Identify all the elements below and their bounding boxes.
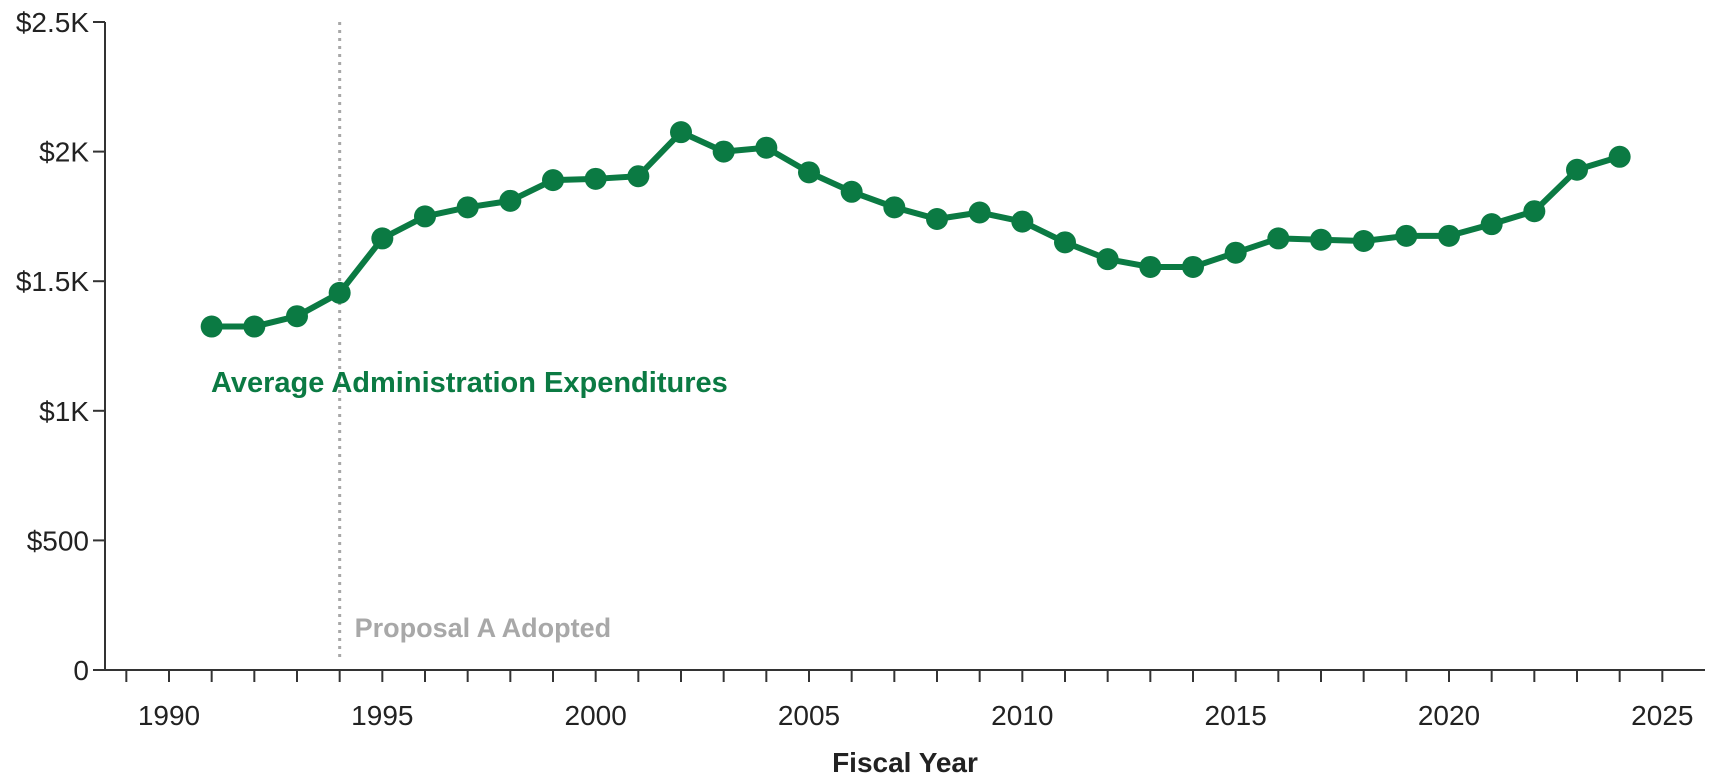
- x-tick-label: 2010: [991, 700, 1053, 731]
- data-point: [1523, 200, 1546, 223]
- data-point: [1096, 248, 1119, 271]
- data-point: [414, 205, 436, 228]
- y-tick-label: $1.5K: [16, 266, 89, 297]
- data-point: [883, 196, 906, 219]
- data-point: [542, 169, 564, 192]
- series-line: [208, 129, 1623, 330]
- data-point: [755, 136, 778, 159]
- data-point: [627, 165, 650, 188]
- data-point: [286, 305, 308, 328]
- data-point: [1352, 230, 1375, 253]
- y-tick-label: $2.5K: [16, 7, 89, 38]
- x-tick-label: 2015: [1205, 700, 1267, 731]
- data-point: [1438, 224, 1460, 247]
- data-point: [584, 167, 607, 190]
- y-axis-ticks: 0 $500 $1K $1.5K $2K $2.5K: [16, 7, 105, 686]
- y-tick-label: 0: [73, 655, 89, 686]
- data-point: [1608, 145, 1631, 168]
- data-point: [926, 207, 948, 230]
- x-axis-ticks: 1990 1995 2000 2005 2010 2015 2020 2025: [125, 670, 1693, 731]
- x-tick-label: 2025: [1631, 700, 1693, 731]
- x-tick-label: 1990: [138, 700, 200, 731]
- series-layer: [200, 121, 1631, 338]
- data-point: [1224, 241, 1247, 264]
- data-point: [1566, 158, 1588, 181]
- x-tick-label: 2000: [565, 700, 627, 731]
- data-point: [798, 161, 820, 184]
- data-point: [1310, 228, 1332, 251]
- series-label: Average Administration Expenditures: [211, 367, 728, 399]
- x-axis-title: Fiscal Year: [832, 747, 978, 778]
- data-point: [840, 180, 863, 203]
- data-point: [1182, 255, 1204, 278]
- data-point: [1480, 213, 1503, 236]
- data-point: [1395, 224, 1418, 247]
- y-tick-label: $2K: [39, 137, 89, 168]
- data-point: [1011, 210, 1034, 233]
- data-point: [456, 196, 479, 219]
- data-point: [499, 189, 522, 212]
- y-tick-label: $1K: [39, 396, 89, 427]
- x-tick-label: 2020: [1418, 700, 1480, 731]
- data-point: [371, 227, 394, 250]
- y-tick-label: $500: [27, 525, 89, 556]
- proposal-a-annotation: Proposal A Adopted: [355, 613, 611, 643]
- x-tick-label: 1995: [351, 700, 413, 731]
- data-point: [200, 315, 223, 338]
- data-point: [1139, 255, 1162, 278]
- data-point: [1054, 231, 1076, 254]
- data-point: [328, 281, 351, 304]
- data-point: [712, 140, 735, 163]
- x-tick-label: 2005: [778, 700, 840, 731]
- data-point: [243, 315, 266, 338]
- data-point: [968, 201, 991, 224]
- data-point: [1267, 227, 1290, 250]
- data-point: [670, 121, 692, 144]
